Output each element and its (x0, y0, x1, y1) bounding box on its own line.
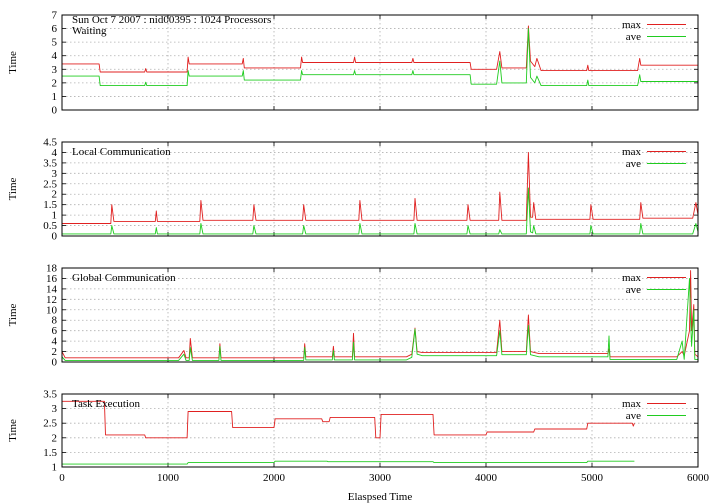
y-tick-label: 1.5 (43, 199, 57, 211)
y-tick-label: 2.5 (43, 418, 57, 430)
panel-4: 1 1.5 2 2.5 3 3.5 0 1000 2000 3000 4000 5000 6000 Tas… (7, 389, 710, 485)
y-tick-label: 16 (46, 273, 58, 285)
x-tick-label: 1000 (157, 472, 180, 484)
y-tick-label: 2 (52, 189, 58, 201)
plot-frame (61, 393, 699, 468)
y-tick-label: 3 (52, 168, 58, 180)
series-line-max (62, 151, 699, 224)
series-line-max (62, 25, 698, 73)
legend-label-ave: ave (626, 158, 641, 170)
y-tick-label: 14 (46, 283, 58, 295)
x-tick-label: 6000 (687, 472, 710, 484)
panel-2: 00.511.522.533.544.5 Local Communication T… (7, 137, 699, 243)
y-tick-label: 5 (52, 37, 58, 49)
panels-group: 01234567WaitingTimemaxave00.511.522.533.… (7, 10, 710, 485)
y-tick-label: 3.5 (43, 157, 57, 169)
x-axis-label: Elaspsed Time (348, 491, 413, 503)
legend-label-max: max (622, 19, 641, 31)
y-tick-label: 8 (52, 315, 58, 327)
y-tick-label: 3.5 (43, 389, 57, 401)
plot-frame (61, 141, 699, 237)
figure-title: Sun Oct 7 2007 : nid00395 : 1024 Process… (72, 14, 271, 26)
series-line-ave (62, 28, 698, 87)
y-axis-label: Time (7, 177, 19, 200)
y-tick-label: 1 (52, 91, 58, 103)
y-tick-label: 3 (52, 64, 58, 76)
plot-frame (61, 14, 699, 111)
series-line-ave (62, 460, 635, 465)
panel-title: Waiting (72, 25, 107, 37)
y-tick-label: 1.5 (43, 447, 57, 459)
panel-title: Global Communication (72, 272, 176, 284)
y-tick-label: 0 (52, 231, 58, 243)
y-tick-label: 1 (52, 210, 58, 222)
y-tick-label: 2 (52, 346, 58, 358)
y-tick-label: 0 (52, 105, 58, 117)
legend-label-max: max (622, 146, 641, 158)
legend-label-max: max (622, 398, 641, 410)
series-line-ave (62, 187, 699, 235)
y-axis-label: Time (7, 51, 19, 74)
legend-label-max: max (622, 272, 641, 284)
x-tick-label: 3000 (369, 472, 392, 484)
panel-title: Local Communication (72, 146, 171, 158)
panel-title: Task Execution (72, 398, 140, 410)
legend-label-ave: ave (626, 31, 641, 43)
y-tick-label: 4 (52, 336, 58, 348)
y-axis-label: Time (7, 419, 19, 442)
x-tick-label: 4000 (475, 472, 498, 484)
x-tick-label: 5000 (581, 472, 604, 484)
y-tick-label: 7 (52, 10, 58, 22)
y-tick-label: 2 (52, 77, 58, 89)
plot-frame (61, 267, 699, 363)
y-tick-label: 6 (52, 325, 58, 337)
series-line-max (62, 400, 635, 439)
legend-label-ave: ave (626, 410, 641, 422)
y-tick-label: 2 (52, 432, 58, 444)
y-tick-label: 1 (52, 462, 58, 474)
y-tick-label: 18 (46, 263, 58, 275)
y-tick-label: 4 (52, 147, 58, 159)
y-tick-label: 2.5 (43, 178, 57, 190)
y-tick-label: 4 (52, 50, 58, 62)
series-line-ave (61, 277, 698, 361)
y-tick-label: 0 (52, 357, 58, 369)
y-axis-label: Time (7, 303, 19, 326)
x-tick-label: 0 (59, 472, 65, 484)
y-tick-label: 10 (46, 304, 58, 316)
legend-label-ave: ave (626, 284, 641, 296)
y-tick-label: 0.5 (43, 220, 57, 232)
y-tick-label: 12 (46, 294, 57, 306)
y-tick-label: 6 (52, 23, 58, 35)
x-tick-label: 2000 (263, 472, 286, 484)
y-tick-label: 4.5 (43, 137, 57, 149)
y-tick-label: 3 (52, 403, 58, 415)
